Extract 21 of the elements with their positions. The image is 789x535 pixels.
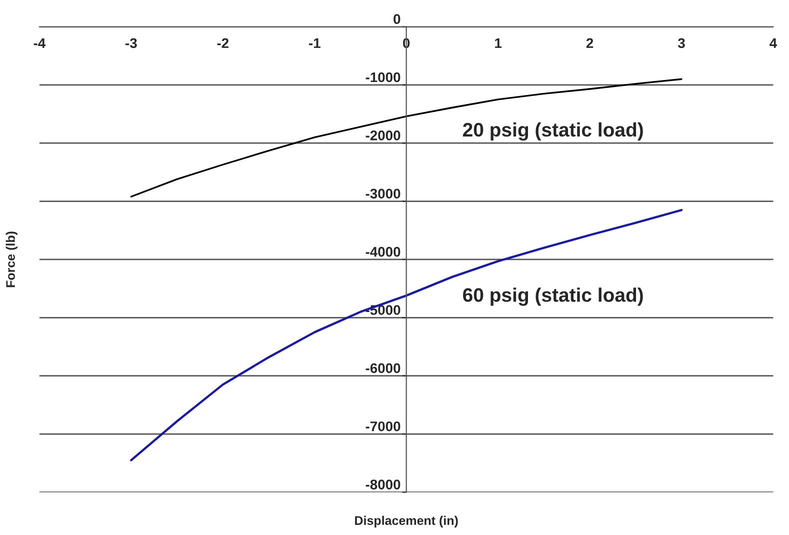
x-tick-label: 4 [770,38,778,48]
x-tick-label: -1 [308,38,320,48]
y-tick-label: 0 [394,14,400,24]
x-tick-label: 1 [495,38,502,48]
y-tick-label: -7000 [366,421,400,432]
y-tick-label: -6000 [366,363,400,374]
y-tick-label: -1000 [366,72,400,82]
y-tick-label: -5000 [366,305,400,315]
annotation: 60 psig (static load) [463,288,643,306]
x-tick-label: 3 [678,38,685,48]
y-tick-label: -2000 [366,130,400,140]
annotation: 20 psig (static load) [463,122,643,141]
y-tick-label: -4000 [366,246,400,257]
x-axis-title: Displacement (in) [355,516,458,528]
y-axis-title: Force (lb) [6,232,18,288]
y-tick-label: -3000 [366,188,400,199]
x-tick-label: -2 [217,38,229,48]
x-tick-label: 2 [586,38,594,48]
x-tick-label: -4 [34,38,46,48]
x-tick-label: -3 [126,38,137,48]
y-tick-label: -8000 [366,480,400,490]
